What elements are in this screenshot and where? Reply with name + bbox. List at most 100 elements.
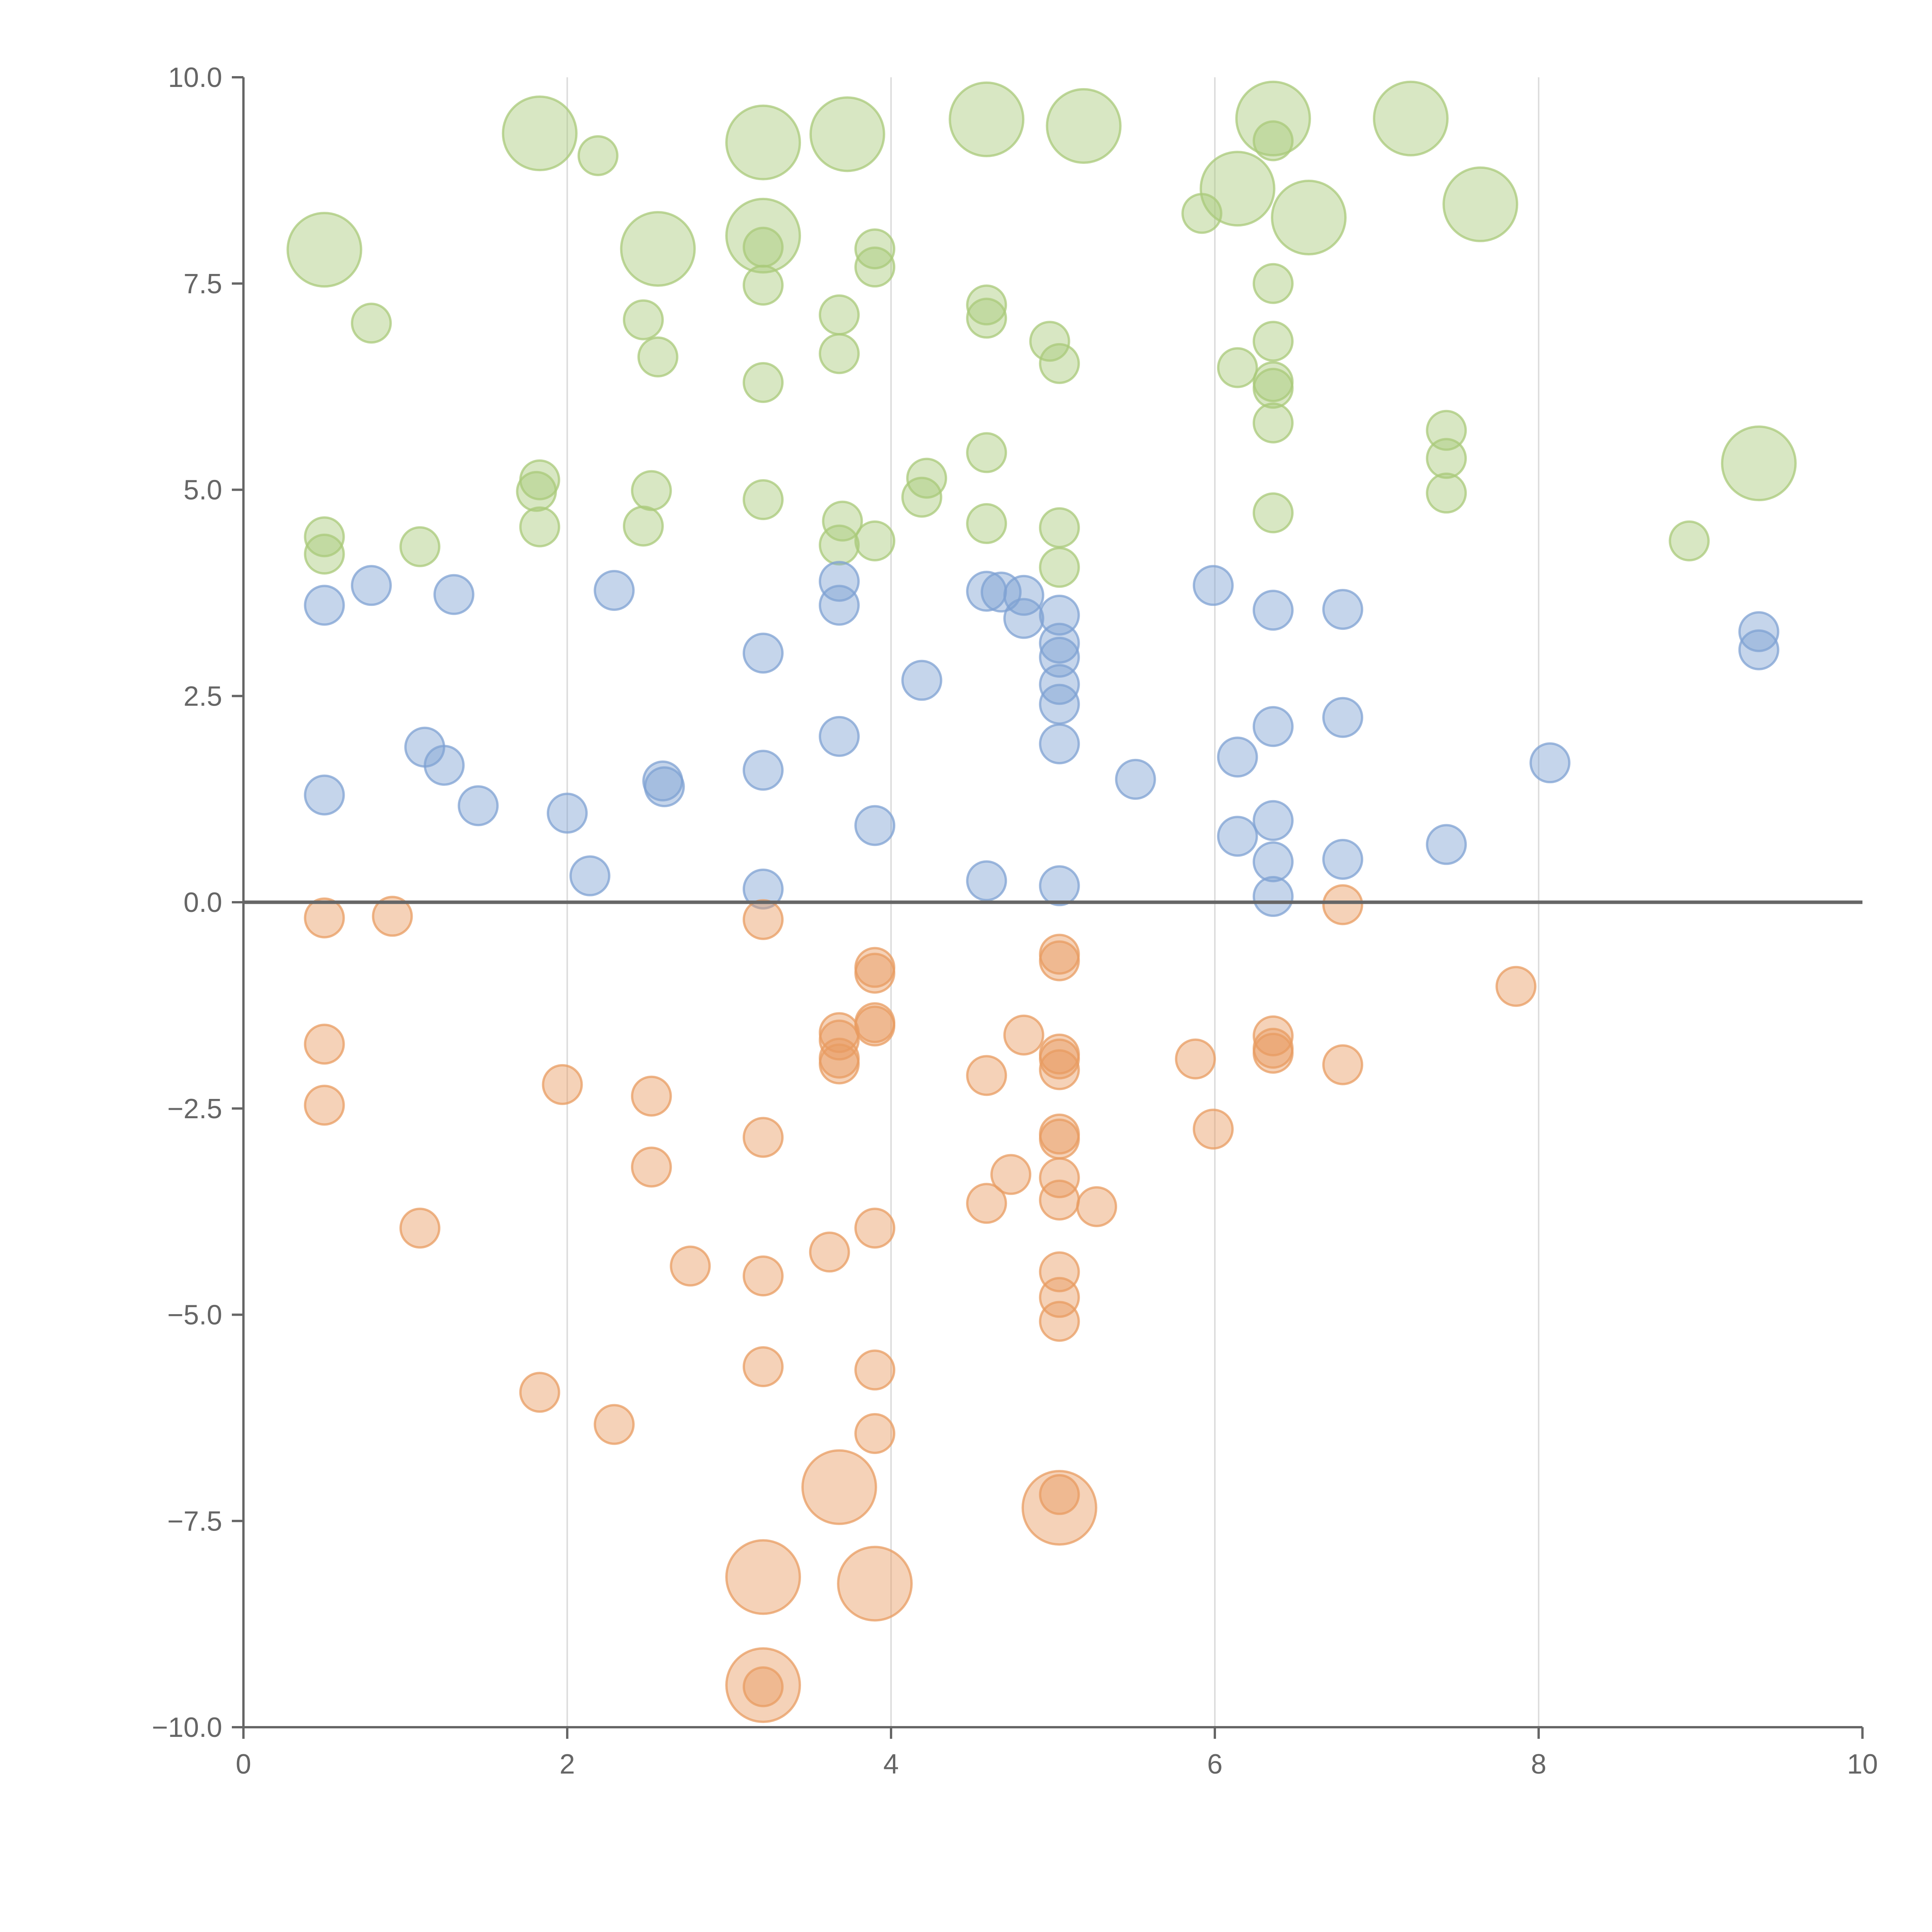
bubble-green [1046,88,1122,164]
bubble-blue [569,855,611,896]
bubble-orange [372,896,413,937]
bubble-blue [818,716,860,757]
bubble-green [818,524,860,566]
bubble-green [577,135,619,176]
bubble-orange [1039,940,1080,981]
bubble-blue [1252,590,1294,631]
y-tick-label: 10.0 [168,62,222,93]
bubble-orange [1039,1118,1080,1160]
bubble-orange [304,1024,345,1065]
bubble-blue [818,561,860,602]
bubble-green [818,294,860,335]
y-tick-label: 0.0 [184,887,222,918]
bubble-blue [1217,816,1258,857]
bubble-green [631,470,672,511]
bubble-green [1039,507,1080,548]
bubble-orange [399,1208,440,1249]
x-tick-label: 4 [883,1749,899,1780]
y-tick-label: 5.0 [184,475,222,506]
bubble-orange [542,1064,583,1105]
bubble-blue [1039,723,1080,765]
bubble-orange [742,1117,784,1158]
bubble-orange [809,1231,850,1273]
bubble-orange [1039,1474,1080,1515]
bubble-green [1252,263,1294,304]
bubble-green [966,298,1007,339]
bubble-blue [1217,736,1258,778]
bubble-blue [1426,824,1467,865]
bubble-orange [966,1183,1007,1224]
bubble-orange [670,1245,711,1287]
bubble-orange [854,1349,896,1391]
bubble-blue [1115,759,1156,800]
bubble-orange [854,952,896,994]
bubble-blue [742,750,784,791]
bubble-blue [644,766,685,808]
bubble-green [1252,492,1294,534]
bubble-orange [1039,1038,1080,1080]
bubble-blue [423,745,465,786]
bubble-orange [990,1154,1032,1195]
bubble-green [966,432,1007,473]
y-tick-label: −10.0 [152,1712,222,1743]
bubble-green [966,503,1007,544]
bubble-blue [1039,622,1080,664]
bubble-blue [1039,595,1080,636]
bubble-orange [1039,1179,1080,1221]
bubble-orange [1076,1186,1117,1227]
bubble-orange [742,1346,784,1388]
bubble-green [1252,120,1294,162]
bubble-blue [1322,838,1364,880]
bubble-blue [854,805,896,846]
bubble-orange [1039,1157,1080,1199]
bubble-blue [1322,589,1364,630]
bubble-green [1271,179,1347,255]
bubble-blue [742,633,784,674]
bubble-green [809,96,885,172]
bubble-orange [837,1546,913,1622]
bubble-orange [1495,966,1537,1007]
bubble-orange [725,1539,801,1615]
bubble-green [1426,473,1467,514]
bubble-orange [519,1372,560,1413]
bubble-orange [1322,1044,1364,1085]
x-tick-label: 8 [1531,1749,1546,1780]
bubble-green [502,95,578,172]
bubble-green [1252,367,1294,409]
bubble-blue [1322,697,1364,738]
bubble-orange [1039,1277,1080,1318]
bubble-blue [1003,598,1044,639]
bubble-green [1721,425,1797,502]
bubble-green [351,303,392,344]
bubble-green [1252,402,1294,444]
bubble-orange [854,1208,896,1249]
bubble-green [304,516,345,558]
bubble-blue [304,774,345,816]
bubble-green [620,211,696,287]
bubble-orange [594,1404,635,1445]
bubble-green [1442,166,1519,242]
bubble-blue [1003,575,1044,616]
bubble-orange [742,899,784,940]
bubble-blue [304,585,345,626]
bubble-blue [818,585,860,626]
bubble-green [1029,321,1070,362]
bubble-orange [1039,1301,1080,1342]
bubble-orange [801,1449,877,1525]
bubble-orange [725,1647,801,1723]
bubble-blue [1252,876,1294,917]
bubble-orange [818,1019,860,1061]
bubble-orange [631,1075,672,1117]
x-tick-label: 10 [1847,1749,1878,1780]
bubble-green [1252,321,1294,362]
bubble-green [1426,410,1467,451]
bubble-blue [1252,841,1294,883]
bubble-orange [1039,1049,1080,1090]
y-tick-label: −2.5 [167,1094,222,1124]
bubble-green [304,534,345,575]
bubble-green [1217,347,1258,388]
x-tick-label: 6 [1207,1749,1223,1780]
y-tick-label: 7.5 [184,269,222,299]
bubble-green [399,526,440,567]
